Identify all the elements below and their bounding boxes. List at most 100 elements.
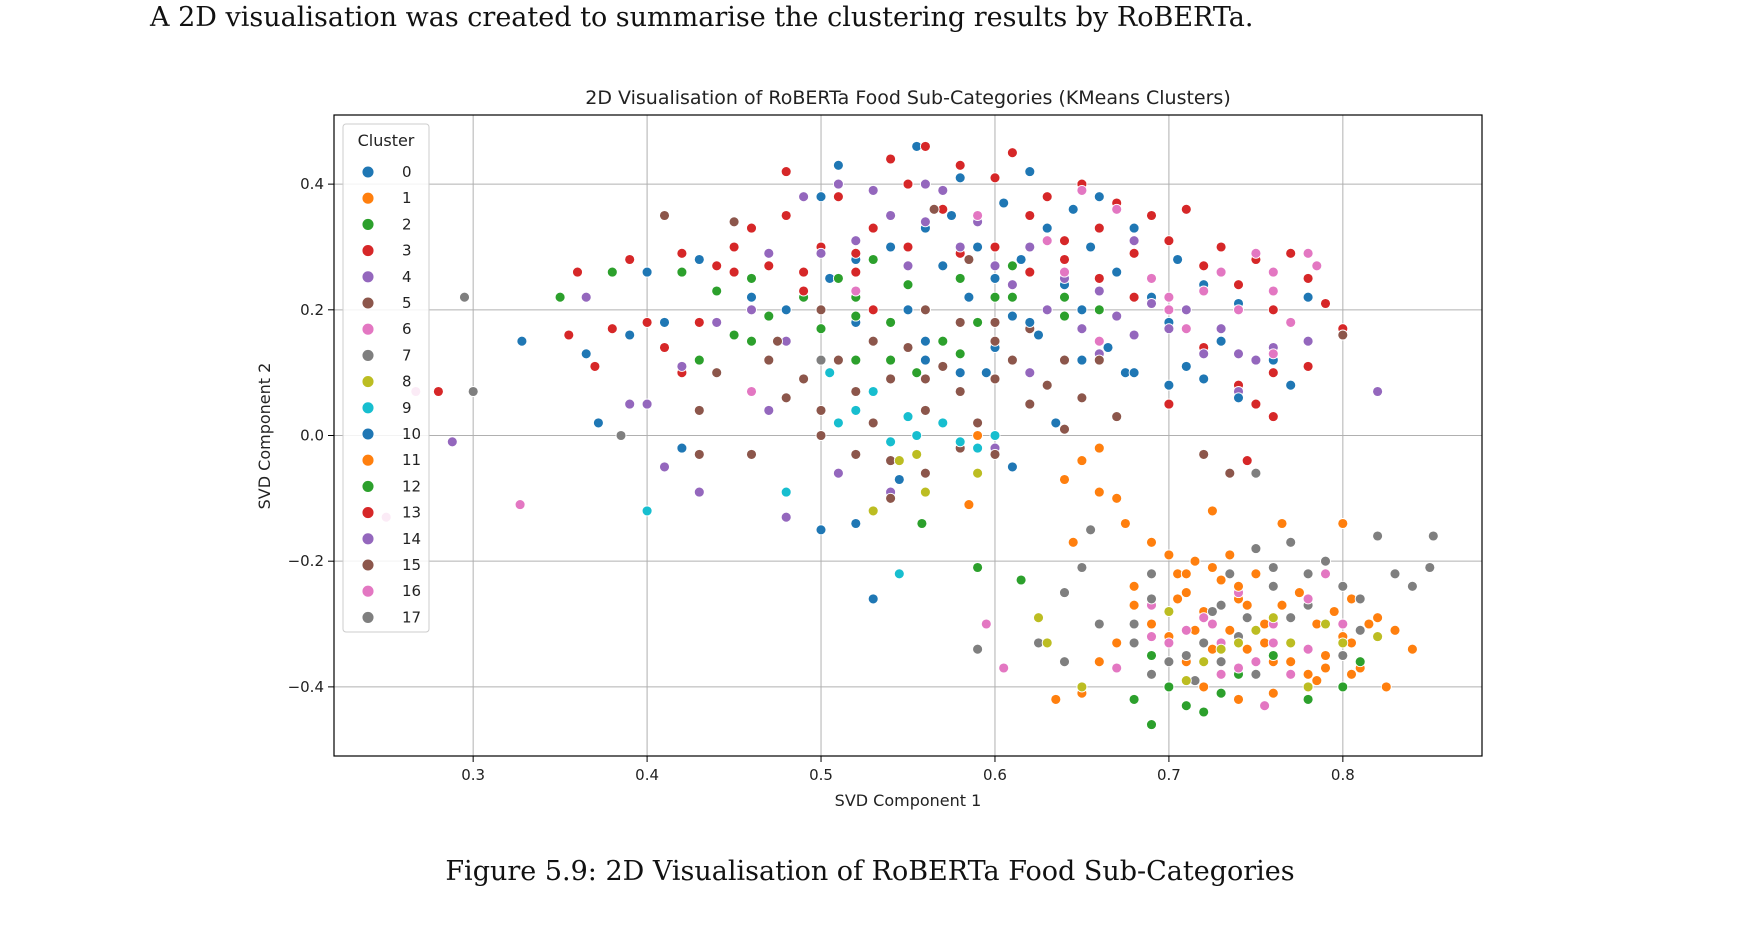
cluster-3-point	[1198, 260, 1210, 272]
cluster-6-point	[1111, 662, 1123, 674]
legend-marker-6	[361, 322, 375, 336]
cluster-2-point	[867, 254, 879, 265]
cluster-0-point	[946, 210, 957, 221]
cluster-1-point	[1293, 587, 1305, 599]
y-tick-label: 0.4	[300, 175, 324, 193]
cluster-0-point	[832, 159, 844, 171]
cluster-12-point	[1006, 291, 1018, 303]
cluster-12-point	[1059, 310, 1070, 322]
cluster-7-point	[1250, 543, 1262, 555]
cluster-3-point	[989, 241, 1001, 253]
cluster-0-point	[919, 335, 931, 347]
cluster-5-point	[746, 448, 757, 460]
cluster-10-point	[1163, 379, 1175, 391]
cluster-0-point	[1285, 379, 1297, 391]
cluster-5-point	[711, 367, 723, 379]
cluster-6-point	[850, 285, 862, 297]
cluster-7-point	[1372, 530, 1384, 542]
cluster-0-point	[1033, 329, 1044, 341]
cluster-5-point	[989, 316, 1001, 328]
cluster-5-point	[832, 354, 844, 366]
cluster-5-point	[972, 417, 984, 429]
cluster-7-point	[1354, 624, 1366, 636]
cluster-1-point	[1111, 637, 1123, 649]
cluster-4-point	[937, 184, 949, 196]
cluster-7-point	[1250, 467, 1262, 479]
cluster-3-point	[989, 172, 1001, 184]
cluster-3-point	[1041, 191, 1053, 203]
cluster-15-point	[815, 304, 827, 316]
cluster-4-point	[1250, 354, 1262, 366]
cluster-5-point	[1198, 448, 1210, 460]
cluster-8-point	[867, 505, 879, 517]
cluster-4-point	[1198, 348, 1210, 360]
cluster-13-point	[1163, 398, 1175, 410]
cluster-3-point	[728, 266, 740, 278]
cluster-0-point	[1024, 166, 1036, 178]
cluster-0-point	[998, 197, 1010, 209]
cluster-15-point	[989, 448, 1001, 460]
cluster-0-point	[963, 291, 975, 303]
cluster-9-point	[989, 430, 1001, 441]
cluster-4-point	[580, 291, 592, 303]
grid-layer	[334, 115, 1482, 756]
cluster-8-point	[1372, 631, 1384, 643]
intro-text: A 2D visualisation was created to summar…	[150, 2, 1254, 33]
cluster-3-point	[1163, 235, 1175, 247]
legend-label-15: 15	[402, 556, 421, 574]
cluster-4-point	[832, 467, 844, 479]
cluster-4-point	[1180, 304, 1192, 316]
cluster-4-point	[1076, 323, 1088, 335]
x-tick-label: 0.3	[461, 766, 485, 784]
cluster-8-point	[1076, 681, 1088, 693]
legend-marker-13	[361, 506, 375, 520]
legend-label-14: 14	[402, 530, 421, 548]
cluster-1-point	[1189, 555, 1201, 567]
cluster-1-point	[1206, 505, 1218, 517]
x-axis-label: SVD Component 1	[835, 791, 982, 810]
cluster-2-point	[606, 266, 618, 278]
cluster-2-point	[1267, 650, 1279, 661]
legend-label-1: 1	[402, 189, 412, 207]
cluster-10-point	[1198, 373, 1210, 385]
cluster-5-point	[1024, 398, 1036, 410]
cluster-7-point	[1206, 606, 1218, 617]
cluster-6-point	[746, 386, 757, 397]
cluster-3-point	[1233, 279, 1244, 291]
cluster-3-point	[572, 266, 583, 278]
cluster-4-point	[659, 461, 670, 473]
cluster-6-point	[1250, 247, 1262, 259]
cluster-2-point	[1146, 719, 1157, 731]
cluster-4-point	[676, 360, 688, 372]
cluster-3-point	[919, 140, 931, 152]
cluster-4-point	[867, 184, 879, 196]
cluster-4-point	[989, 260, 1001, 272]
cluster-6-point	[1259, 700, 1271, 712]
cluster-0-point	[1015, 254, 1027, 265]
legend-marker-7	[361, 348, 375, 362]
cluster-3-point	[1285, 247, 1297, 259]
cluster-3-point	[1059, 235, 1070, 247]
cluster-4-point	[902, 260, 914, 272]
cluster-5-point	[1006, 354, 1018, 366]
cluster-17-point	[1302, 568, 1314, 580]
legend-marker-14	[361, 532, 375, 546]
cluster-13-point	[589, 360, 601, 372]
cluster-3-point	[659, 342, 670, 353]
cluster-7-point	[1389, 568, 1401, 580]
cluster-6-point	[1267, 348, 1279, 360]
cluster-8-point	[1233, 637, 1244, 649]
cluster-3-point	[1302, 272, 1314, 284]
cluster-0-point	[746, 291, 757, 303]
cluster-0-point	[1172, 254, 1184, 265]
cluster-3-point	[1093, 222, 1105, 234]
cluster-3-point	[1059, 254, 1070, 265]
cluster-0-point	[580, 348, 592, 360]
cluster-6-point	[1163, 304, 1175, 316]
cluster-3-point	[1215, 241, 1227, 253]
cluster-1-point	[1233, 693, 1244, 705]
cluster-2-point	[711, 285, 723, 297]
cluster-8-point	[1180, 675, 1192, 687]
cluster-11-point	[1180, 568, 1192, 580]
